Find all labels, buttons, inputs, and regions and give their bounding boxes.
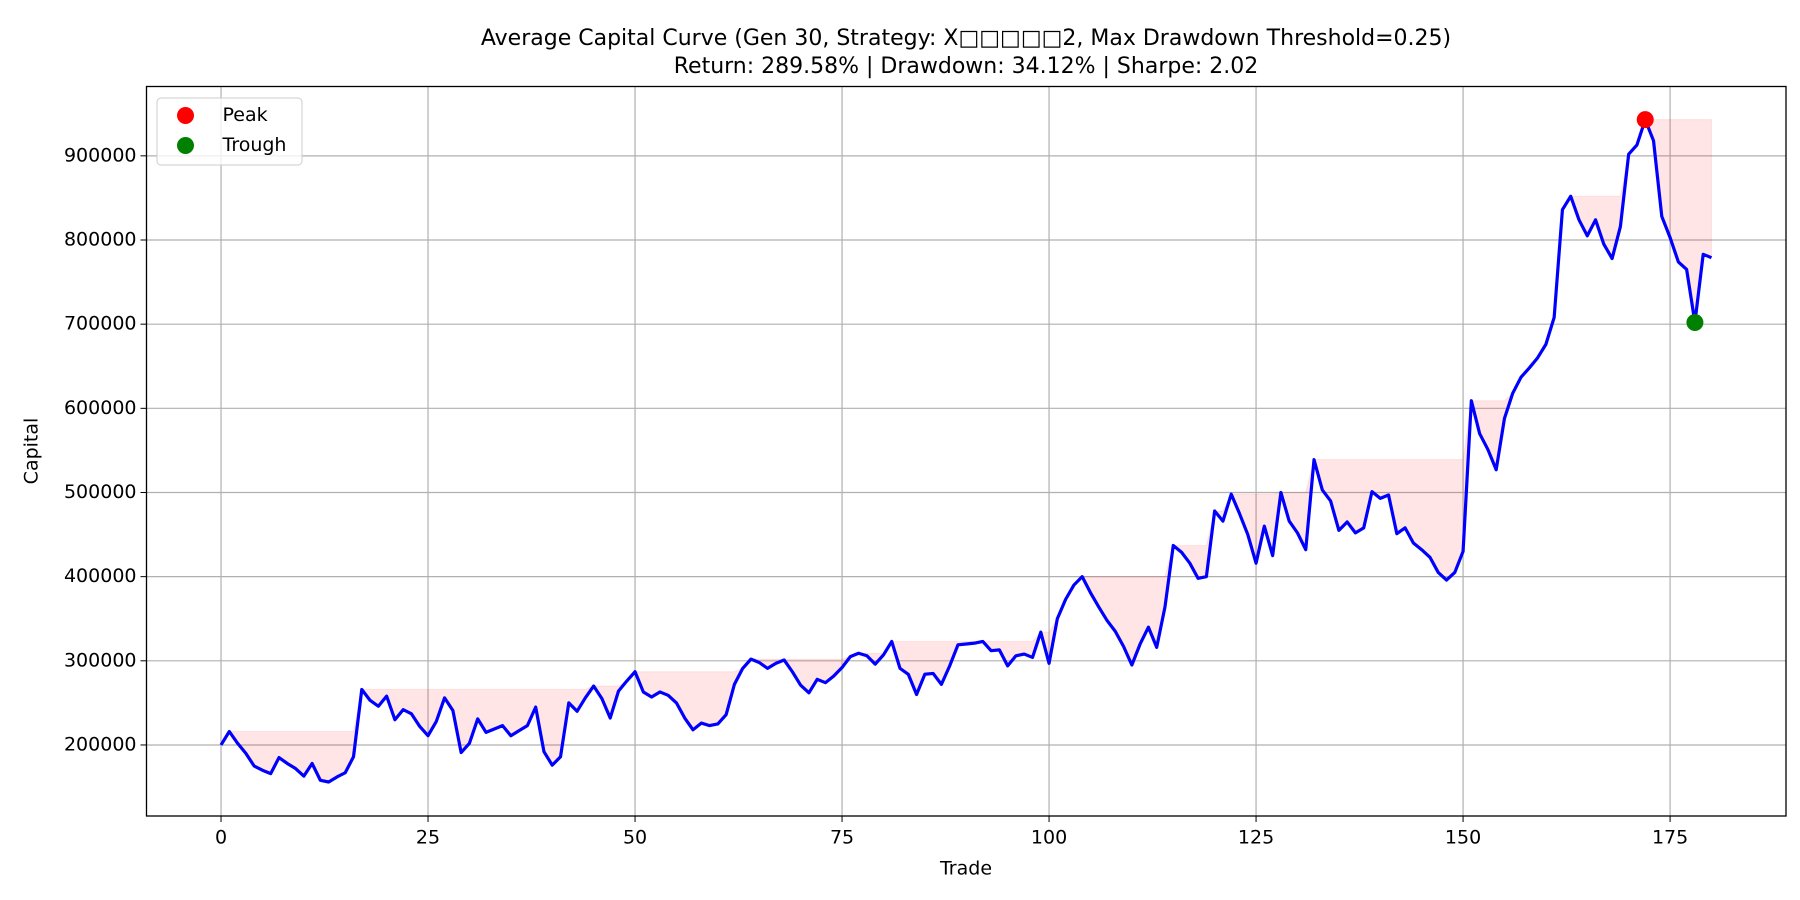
y-tick-label: 600000 [64, 397, 137, 419]
chart-title: Average Capital Curve (Gen 30, Strategy:… [481, 26, 1451, 51]
plot-frame [145, 85, 1787, 817]
marker-1 [1686, 313, 1704, 331]
x-tick-label: 125 [1238, 827, 1274, 849]
x-tick-label: 150 [1445, 827, 1481, 849]
x-tick-label: 175 [1652, 827, 1688, 849]
y-tick-label: 900000 [64, 144, 137, 166]
y-tick-label: 300000 [64, 649, 137, 671]
capital-line [219, 118, 1713, 784]
y-tick-label: 400000 [64, 565, 137, 587]
legend-marker [177, 107, 194, 124]
x-axis-label: Trade [939, 858, 992, 880]
x-tick-label: 25 [416, 827, 440, 849]
chart-subtitle: Return: 289.58% | Drawdown: 34.12% | Sha… [674, 54, 1259, 79]
y-tick-label: 200000 [64, 733, 137, 755]
legend-label: Peak [223, 104, 268, 126]
x-tick-label: 0 [215, 827, 227, 849]
marker-0 [1636, 111, 1654, 129]
legend: Peak Trough [156, 97, 303, 166]
legend-label: Trough [222, 134, 287, 156]
legend-marker [177, 137, 194, 154]
y-axis-label: Capital [21, 418, 43, 485]
y-tick-label: 800000 [64, 229, 137, 251]
y-tick-label: 500000 [64, 481, 137, 503]
x-tick-label: 75 [830, 827, 854, 849]
y-tick-label: 700000 [64, 313, 137, 335]
x-tick-label: 100 [1031, 827, 1067, 849]
x-tick-label: 50 [623, 827, 647, 849]
